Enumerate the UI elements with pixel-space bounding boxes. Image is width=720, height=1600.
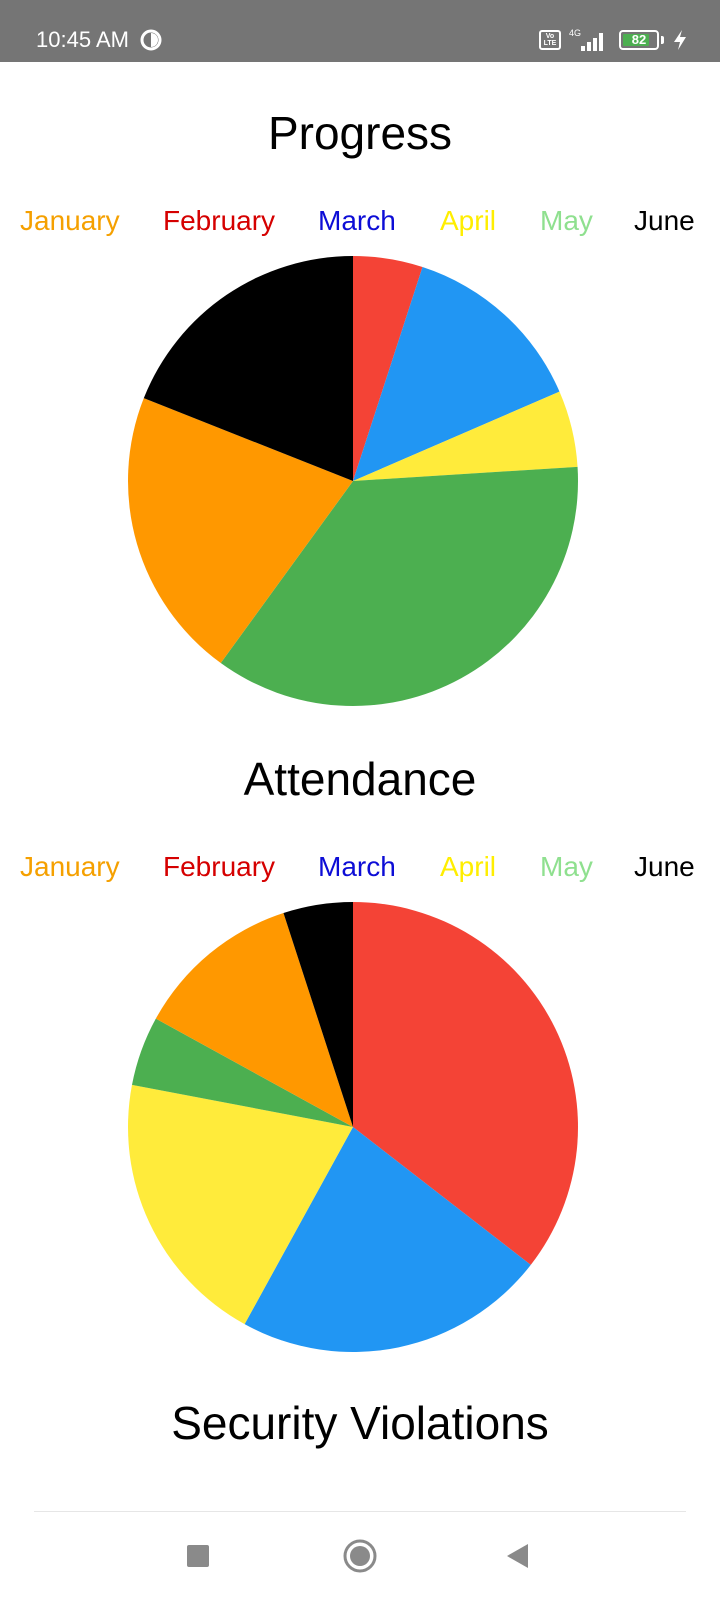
pie-slice-4 — [220, 466, 579, 707]
charging-bolt-icon — [674, 30, 686, 50]
pie-slice-2 — [353, 267, 560, 481]
legend-january: January — [20, 851, 120, 882]
nav-divider — [34, 1511, 686, 1512]
status-time: 10:45 AM — [36, 27, 129, 52]
home-button[interactable] — [338, 1534, 382, 1578]
pie-slice-5 — [127, 398, 353, 664]
home-circle-icon — [343, 1539, 377, 1573]
pie-slice-5 — [155, 913, 353, 1127]
battery-fill — [623, 34, 649, 46]
status-indicators: Vo LTE 4G 82 — [539, 27, 688, 53]
legend-april: April — [440, 851, 497, 882]
legend-attendance: January February March April May June — [0, 850, 720, 884]
circle-status-icon — [140, 29, 162, 51]
pie-slice-4 — [131, 1018, 353, 1127]
navigation-bar — [0, 1512, 720, 1600]
pie-slice-1 — [353, 256, 423, 481]
legend-may: May — [540, 851, 593, 882]
legend-april: April — [440, 205, 497, 236]
legend-march: March — [318, 205, 396, 236]
pie-slice-1 — [353, 902, 578, 1265]
battery-tip — [661, 36, 664, 44]
pie-slice-3 — [353, 391, 578, 481]
chart-title-attendance: Attendance — [243, 753, 477, 805]
pie-slice-6 — [143, 256, 353, 481]
recents-button[interactable] — [176, 1534, 220, 1578]
legend-may: May — [540, 205, 593, 236]
status-bar: 10:45 AM Vo LTE 4G 82 — [0, 0, 720, 62]
legend-june: June — [634, 851, 695, 882]
legend-progress: January February March April May June — [0, 204, 720, 238]
recents-square-icon — [187, 1545, 209, 1567]
legend-march: March — [318, 851, 396, 882]
chart-title-security-violations: Security Violations — [171, 1397, 549, 1449]
chart-title-progress: Progress — [267, 107, 453, 159]
signal-icon: 4G — [569, 28, 603, 51]
pie-slice-6 — [283, 902, 353, 1127]
network-type-label: 4G — [569, 28, 581, 38]
pie-slice-2 — [244, 1127, 531, 1352]
legend-january: January — [20, 205, 120, 236]
back-button[interactable] — [496, 1534, 540, 1578]
volte-icon: Vo LTE — [539, 30, 561, 50]
legend-february: February — [163, 851, 276, 882]
battery-icon: 82 — [619, 30, 659, 50]
battery-level: 82 — [631, 32, 647, 47]
legend-june: June — [634, 205, 695, 236]
pie-slice-3 — [128, 1084, 353, 1325]
legend-february: February — [163, 205, 276, 236]
pie-chart-progress — [127, 256, 579, 707]
pie-chart-attendance — [128, 902, 578, 1352]
back-triangle-icon — [507, 1544, 528, 1568]
